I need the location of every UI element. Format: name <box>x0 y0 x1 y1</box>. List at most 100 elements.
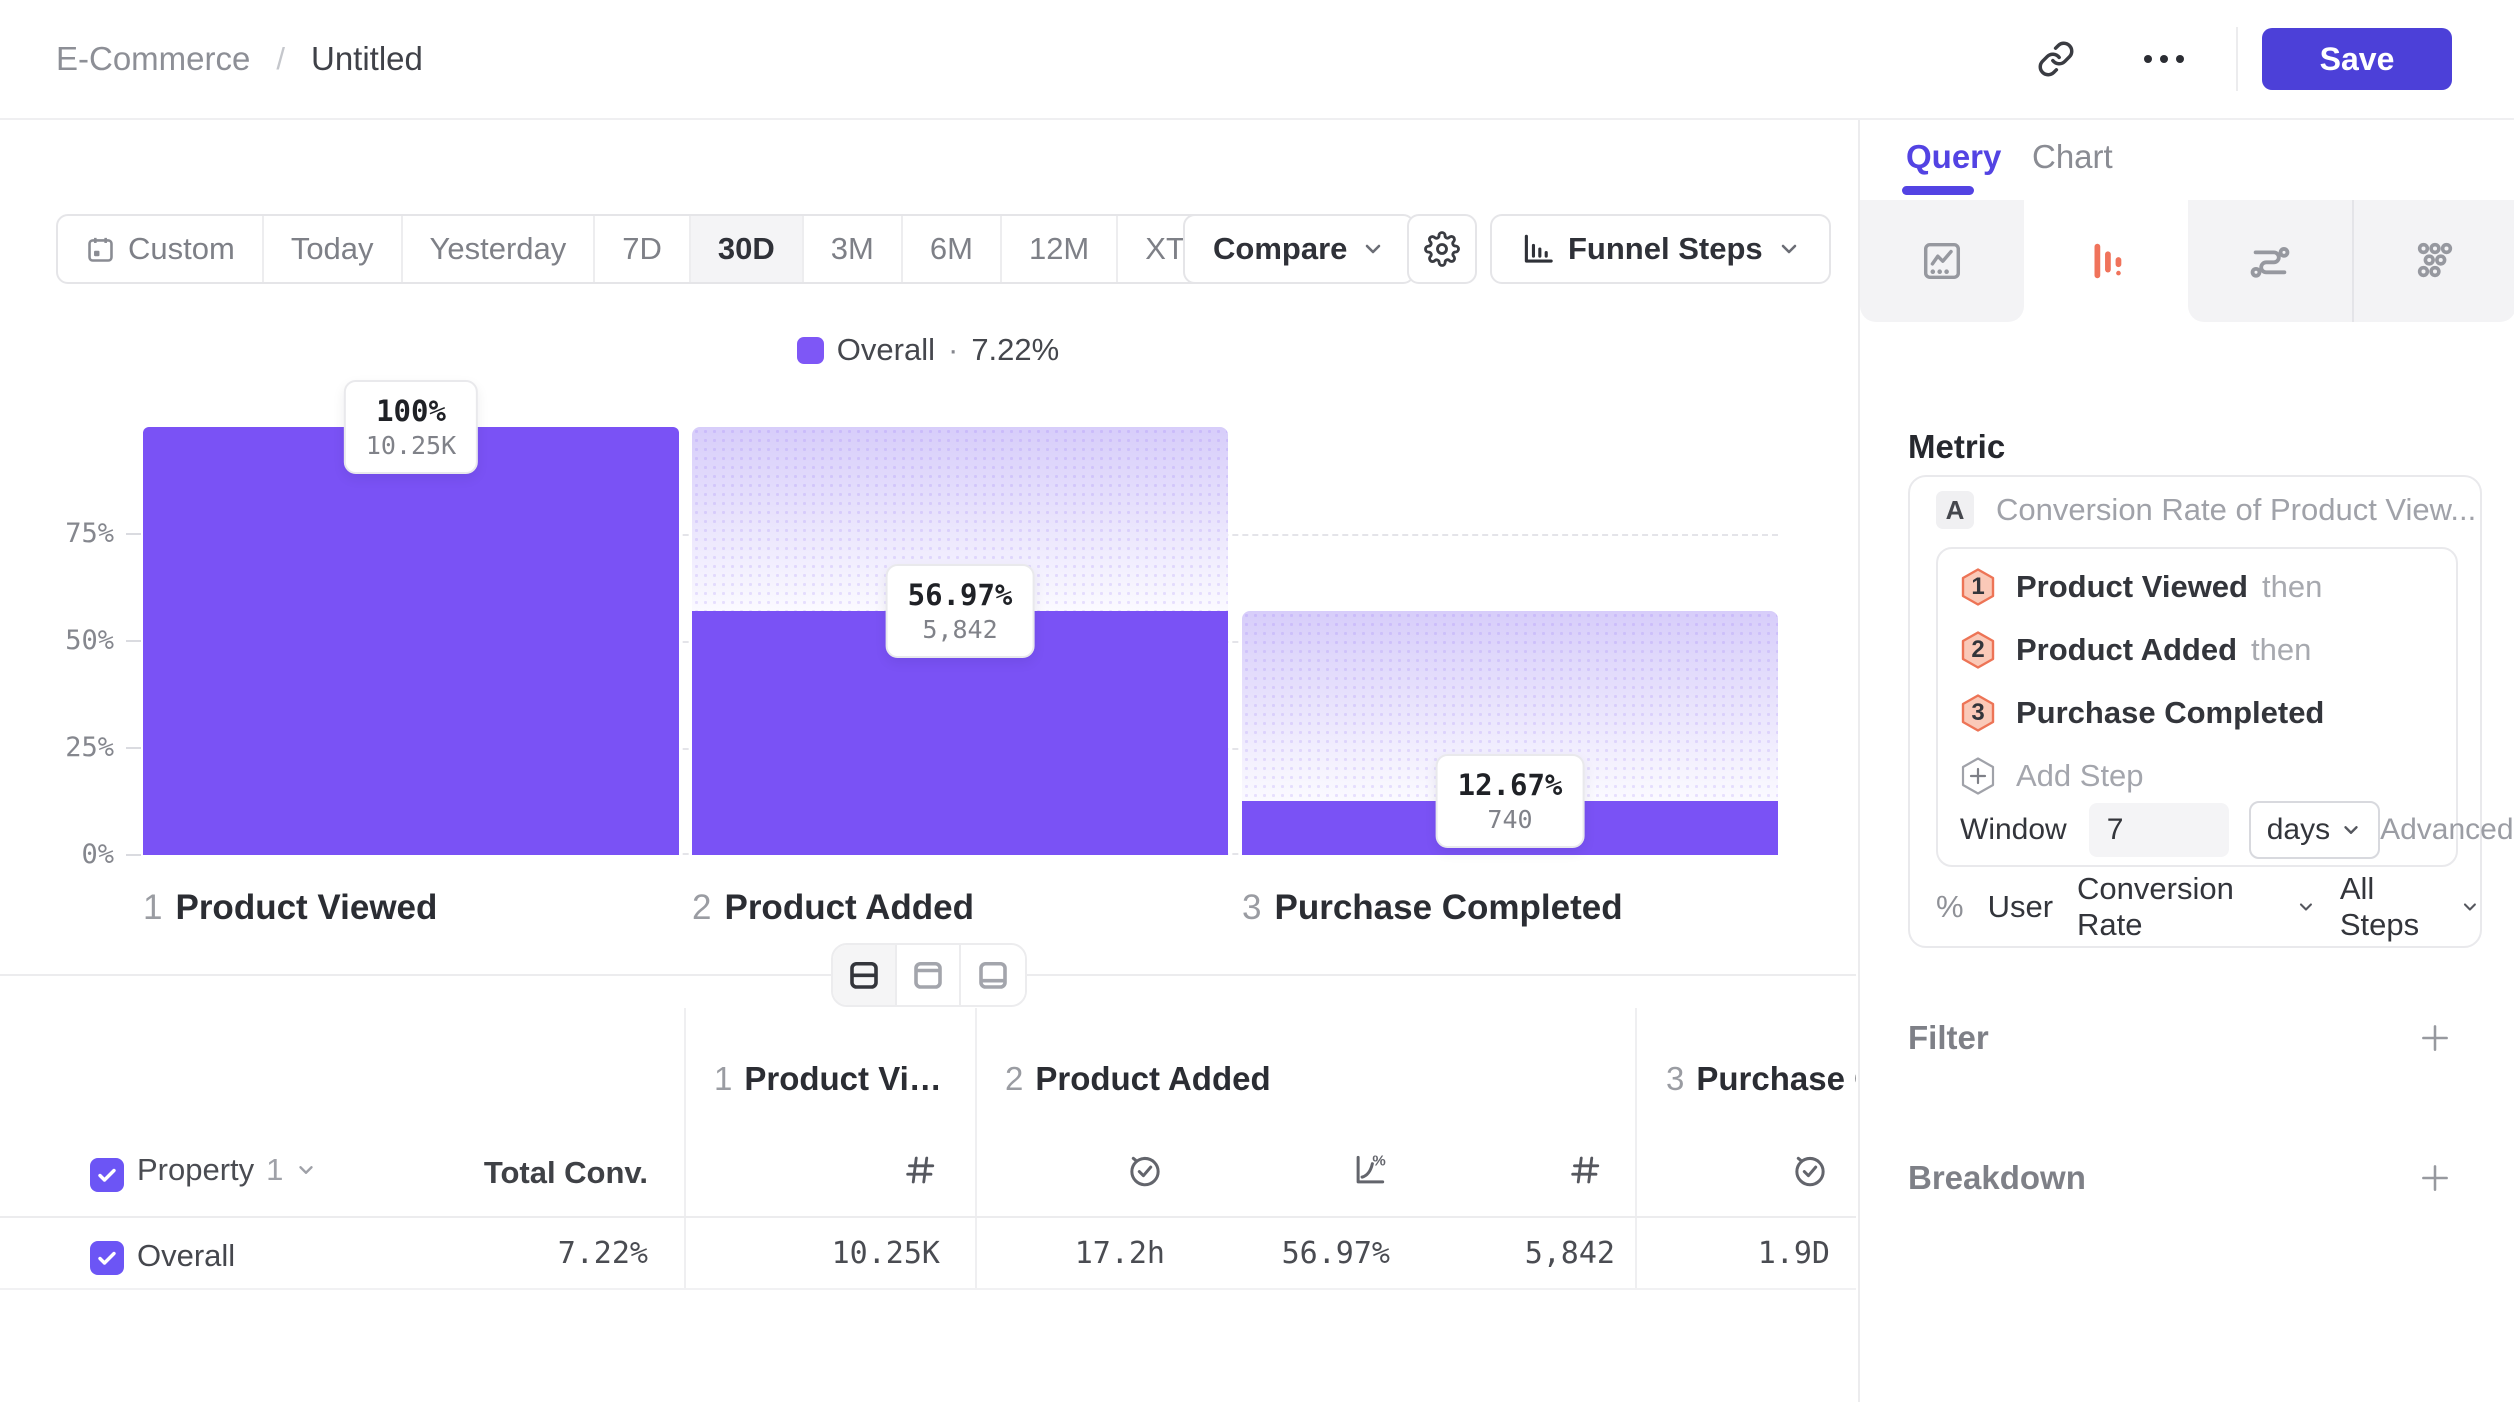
user-flow-icon <box>2250 247 2290 278</box>
breakdown-section: Breakdown <box>1908 1155 2453 1201</box>
row-checkbox-overall[interactable] <box>90 1241 124 1275</box>
table-column-divider <box>684 1008 686 1290</box>
funnel-steps-editor: 1 Product Viewed then 2 Product Added th… <box>1936 547 2514 867</box>
step-row-3[interactable]: 3 Purchase Completed <box>1960 681 2434 744</box>
table-col-header-step-2[interactable]: 2 Product Added <box>1005 1060 1271 1097</box>
hash-icon <box>1571 1156 1600 1184</box>
y-tick-50: 50% <box>65 625 114 656</box>
funnel-steps-icon <box>1524 234 1553 263</box>
conversion-metric-button[interactable]: % <box>1350 1150 1390 1190</box>
chevron-down-icon <box>1366 244 1381 254</box>
funnel-bar-step-3[interactable]: 12.67% 740 <box>1242 427 1778 855</box>
date-range-30d[interactable]: 30D <box>690 216 804 282</box>
legend-swatch <box>796 336 824 364</box>
bar-label-card: 12.67% 740 <box>1435 753 1585 848</box>
date-range-7d[interactable]: 7D <box>595 216 691 282</box>
metric-title: Conversion Rate of Product View... <box>1996 492 2477 527</box>
add-filter-button[interactable] <box>2417 1020 2453 1056</box>
cell-step2-count: 5,842 <box>1524 1236 1615 1271</box>
hash-icon <box>906 1156 935 1184</box>
layout-table-view-button[interactable] <box>961 945 1025 1005</box>
chart-type-tabs <box>1860 200 2514 322</box>
measure-type-dropdown[interactable]: Conversion Rate <box>2077 871 2316 943</box>
select-all-checkbox[interactable] <box>90 1158 124 1192</box>
advanced-dropdown[interactable]: Advanced <box>2380 813 2514 846</box>
date-range-3m[interactable]: 3M <box>804 216 903 282</box>
conversion-chart-icon: % <box>1356 1152 1386 1184</box>
total-conv-header[interactable]: Total Conv. <box>483 1155 648 1190</box>
bar-count-label: 10.25K <box>365 431 457 460</box>
top-panel-icon <box>914 961 942 989</box>
query-panel: Query Chart Metric A Conversion Rate of … <box>1858 120 2514 1402</box>
step-badge-3: 3 <box>1960 693 1996 733</box>
chart-settings-button[interactable] <box>1407 214 1477 284</box>
y-tickmark <box>126 854 141 856</box>
bar-pct-label: 56.97% <box>907 578 1013 613</box>
more-options-button[interactable] <box>2132 27 2196 91</box>
funnel-bar-step-1[interactable]: 100% 10.25K <box>143 380 679 855</box>
step-row-1[interactable]: 1 Product Viewed then <box>1960 555 2434 618</box>
table-col-header-step-1[interactable]: 1 Product Viewed <box>714 1060 959 1097</box>
ellipsis-icon <box>2144 55 2184 63</box>
bar-count-label: 740 <box>1487 804 1533 834</box>
window-unit-dropdown[interactable]: days <box>2248 801 2381 859</box>
date-range-yesterday[interactable]: Yesterday <box>403 216 596 282</box>
funnel-chart-tab[interactable] <box>2024 200 2188 322</box>
window-value-input[interactable] <box>2088 803 2229 857</box>
share-link-button[interactable] <box>2024 27 2088 91</box>
chart-legend[interactable]: Overall · 7.22% <box>0 332 1856 368</box>
page-title[interactable]: Untitled <box>310 40 423 77</box>
y-tickmark <box>126 640 141 642</box>
breadcrumb-section[interactable]: E-Commerce <box>56 40 251 77</box>
bar-pct-label: 12.67% <box>1457 767 1563 802</box>
breadcrumb-separator: / <box>276 41 285 76</box>
window-label: Window <box>1960 813 2067 846</box>
step-badge-2: 2 <box>1960 630 1996 670</box>
count-metric-button[interactable] <box>1565 1150 1605 1190</box>
layout-chart-view-button[interactable] <box>897 945 961 1005</box>
avg-time-metric-button[interactable] <box>1125 1150 1165 1190</box>
layout-split-view-button[interactable] <box>833 945 897 1005</box>
count-metric-button[interactable] <box>900 1150 940 1190</box>
tab-chart[interactable]: Chart <box>2032 138 2113 175</box>
measure-entity[interactable]: User <box>1987 889 2054 924</box>
date-range-12m[interactable]: 12M <box>1002 216 1119 282</box>
chevron-down-icon <box>1781 244 1796 254</box>
measure-scope-dropdown[interactable]: All Steps <box>2340 871 2480 943</box>
step-row-2[interactable]: 2 Product Added then <box>1960 618 2434 681</box>
chevron-down-icon <box>299 1166 314 1174</box>
clock-check-icon <box>1130 1156 1160 1187</box>
calendar-icon <box>88 237 113 262</box>
metric-card: A Conversion Rate of Product View... 1 P… <box>1908 475 2514 948</box>
add-step-button[interactable]: Add Step <box>1960 744 2434 807</box>
metric-section-heading: Metric <box>1908 428 2006 465</box>
funnel-bar-step-2[interactable]: 56.97% 5,842 <box>692 427 1228 855</box>
grid-dots-tab[interactable] <box>2352 200 2514 322</box>
filter-section: Filter <box>1908 1015 2453 1061</box>
flow-chart-tab[interactable] <box>2188 200 2352 322</box>
link-icon <box>2038 41 2074 77</box>
x-label-step-1: 1 Product Viewed <box>143 888 438 927</box>
avg-time-metric-button[interactable] <box>1790 1150 1830 1190</box>
cell-step3-avgtime: 1.9D <box>1757 1236 1830 1271</box>
date-range-today[interactable]: Today <box>264 216 403 282</box>
table-col-header-step-3[interactable]: 3 Purchase Completed <box>1666 1060 1856 1097</box>
date-range-6m[interactable]: 6M <box>903 216 1002 282</box>
save-button[interactable]: Save <box>2262 28 2452 90</box>
date-range-custom[interactable]: Custom <box>58 216 264 282</box>
compare-button[interactable]: Compare <box>1183 214 1416 284</box>
clock-check-icon <box>1795 1156 1825 1187</box>
plus-icon <box>2422 1025 2448 1051</box>
add-breakdown-button[interactable] <box>2417 1160 2453 1196</box>
metric-title-row[interactable]: A Conversion Rate of Product View... <box>1936 491 2476 529</box>
tab-query[interactable]: Query <box>1906 138 2002 175</box>
topbar: E-Commerce / Untitled Save <box>0 0 2514 120</box>
conversion-window-row: Window days Advanced <box>1960 799 2514 861</box>
bottom-panel-icon <box>979 961 1007 989</box>
line-chart-tab[interactable] <box>1860 200 2024 322</box>
x-label-step-2: 2 Product Added <box>692 888 974 927</box>
hexagon-icon <box>1961 567 1995 606</box>
chart-type-selector[interactable]: Funnel Steps <box>1490 214 1831 284</box>
property-selector[interactable]: Property 1 <box>137 1152 317 1188</box>
